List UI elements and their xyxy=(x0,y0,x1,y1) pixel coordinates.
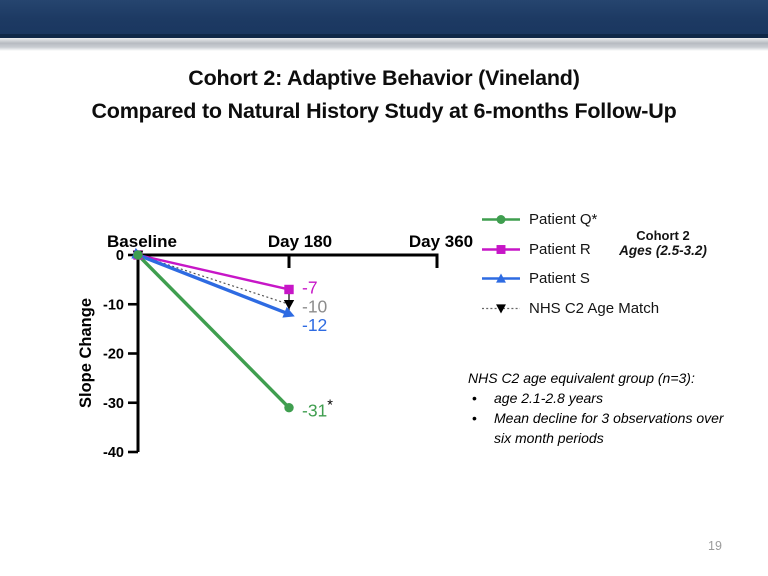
note-bullet-text: Mean decline for 3 observations over six… xyxy=(494,410,724,446)
y-tick-label: 0 xyxy=(116,248,124,264)
legend-sample-marker xyxy=(496,303,506,314)
bullet-glyph: • xyxy=(472,410,477,426)
series-marker-end-2 xyxy=(282,306,295,318)
legend-sample-marker xyxy=(496,273,506,283)
series-end-label-3: -31* xyxy=(302,398,333,421)
legend-item-3: NHS C2 Age Match xyxy=(481,299,660,317)
series-end-label-2: -12 xyxy=(302,315,327,335)
legend-label: Patient R xyxy=(529,240,591,258)
cohort-ages: Ages (2.5-3.2) xyxy=(619,243,707,258)
chart-legend: Patient Q* Patient R Patient S NHS C2 Age M… xyxy=(481,211,660,330)
legend-label: Patient Q* xyxy=(529,211,598,228)
y-tick-label: -40 xyxy=(103,445,124,461)
cohort-label: Cohort 2 Ages (2.5-3.2) xyxy=(595,228,731,258)
page-number: 19 xyxy=(708,539,722,553)
legend-item-0: Patient Q* xyxy=(481,211,659,228)
header-divider-strip xyxy=(0,38,768,51)
note-block: NHS C2 age equivalent group (n=3): • age … xyxy=(468,368,740,448)
series-marker-end-3 xyxy=(284,402,294,413)
legend-sample-marker xyxy=(496,215,506,224)
legend-sample-marker xyxy=(496,244,506,254)
x-category-label: Day 360 xyxy=(409,232,473,251)
note-bullet: • age 2.1-2.8 years xyxy=(468,388,740,408)
legend-marker-triangle-up-icon xyxy=(482,273,520,283)
legend-marker-square-icon xyxy=(482,244,520,254)
legend-marker-triangle-down-icon xyxy=(482,303,520,314)
series-end-label-0: -7 xyxy=(302,277,318,297)
y-tick-label: -30 xyxy=(103,396,124,412)
header-bar xyxy=(0,0,768,38)
series-line-2 xyxy=(137,253,290,316)
cohort-title: Cohort 2 xyxy=(636,228,690,243)
legend-label: NHS C2 Age Match xyxy=(529,299,660,317)
note-bullet: • Mean decline for 3 observations over si… xyxy=(468,408,740,448)
note-bullet-text: age 2.1-2.8 years xyxy=(494,390,603,406)
title-line-2: Compared to Natural History Study at 6-m… xyxy=(91,99,677,123)
legend-item-2: Patient S xyxy=(481,270,659,287)
slide-title: Cohort 2: Adaptive Behavior (Vineland) C… xyxy=(0,62,768,128)
y-axis-title: Slope Change xyxy=(77,298,95,408)
chart-svg: 0 -10 -20 -30 -40 Baseline Day 180 Day 360 Slope… xyxy=(77,232,473,461)
x-category-label: Baseline xyxy=(107,232,177,251)
series-marker-end-0 xyxy=(284,284,294,295)
y-tick-label: -20 xyxy=(103,347,124,363)
series-line-3 xyxy=(136,253,291,409)
note-bullets: • age 2.1-2.8 years • Mean decline for 3 ob… xyxy=(468,388,740,448)
legend-label: Patient S xyxy=(529,270,590,287)
x-category-label: Day 180 xyxy=(268,232,332,251)
y-tick-label: -10 xyxy=(103,297,124,313)
series-end-label-1: -10 xyxy=(302,296,328,316)
legend-item-1: Patient R xyxy=(481,240,659,258)
series-line-1 xyxy=(137,254,290,305)
note-heading: NHS C2 age equivalent group (n=3): xyxy=(468,370,695,386)
title-line-1: Cohort 2: Adaptive Behavior (Vineland) xyxy=(188,66,580,90)
bullet-glyph: • xyxy=(472,390,477,406)
legend-marker-circle-icon xyxy=(482,215,520,224)
series-line-0 xyxy=(137,253,290,291)
series-marker-start-3 xyxy=(133,250,143,260)
series-marker-end-1 xyxy=(283,299,295,310)
